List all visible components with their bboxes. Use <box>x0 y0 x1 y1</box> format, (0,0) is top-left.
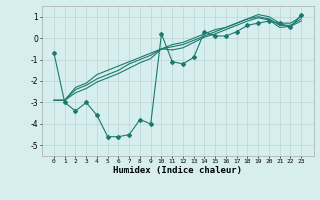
X-axis label: Humidex (Indice chaleur): Humidex (Indice chaleur) <box>113 166 242 175</box>
